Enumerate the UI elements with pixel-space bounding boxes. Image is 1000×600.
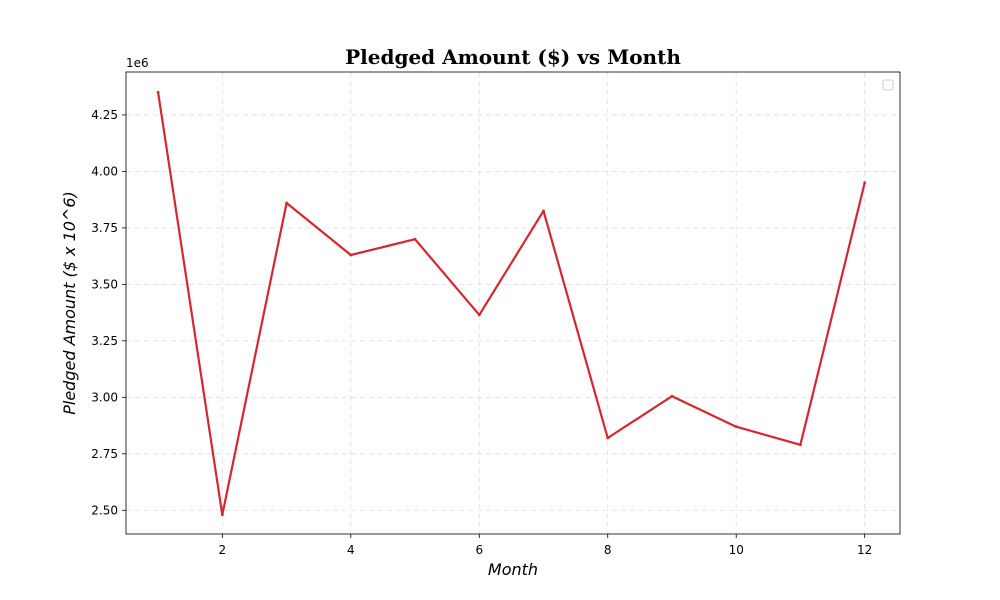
y-tick-label: 3.00: [91, 390, 118, 404]
x-tick-label: 10: [729, 543, 744, 557]
grid: [126, 72, 900, 534]
data-point: [734, 425, 738, 429]
chart-title: Pledged Amount ($) vs Month: [345, 45, 681, 69]
y-tick-label: 3.75: [91, 221, 118, 235]
data-point: [670, 394, 674, 398]
data-point: [349, 253, 353, 257]
data-point: [413, 237, 417, 241]
x-tick-label: 2: [219, 543, 227, 557]
legend-box: [882, 79, 894, 91]
y-tick-label: 3.50: [91, 277, 118, 291]
data-point: [542, 209, 545, 213]
x-tick-label: 6: [475, 543, 483, 557]
x-axis-label: Month: [488, 560, 538, 579]
plot-frame: [125, 71, 901, 535]
data-point: [220, 513, 224, 517]
series-layer: [156, 90, 867, 517]
data-point: [285, 201, 288, 205]
x-tick-label: 8: [604, 543, 612, 557]
data-point: [156, 90, 160, 94]
x-tick-label: 4: [347, 543, 355, 557]
y-axis-label: Pledged Amount ($ x 10^6): [60, 191, 79, 415]
axis-ticks: 2 4 6 8 10 12 2.50 2.75 3.00 3.25 3.50 3.75 4.00 4.25: [91, 108, 872, 557]
data-point: [799, 443, 802, 447]
y-axis-offset-label: 1e6: [126, 56, 149, 70]
y-tick-label: 4.25: [91, 108, 118, 122]
series-line: [157, 92, 866, 516]
data-point: [477, 313, 481, 317]
data-point: [606, 436, 610, 440]
y-tick-label: 4.00: [91, 164, 118, 178]
y-tick-label: 2.75: [91, 447, 118, 461]
y-tick-label: 3.25: [91, 334, 118, 348]
data-point: [863, 181, 867, 185]
x-tick-label: 12: [857, 543, 872, 557]
y-tick-label: 2.50: [91, 503, 118, 517]
